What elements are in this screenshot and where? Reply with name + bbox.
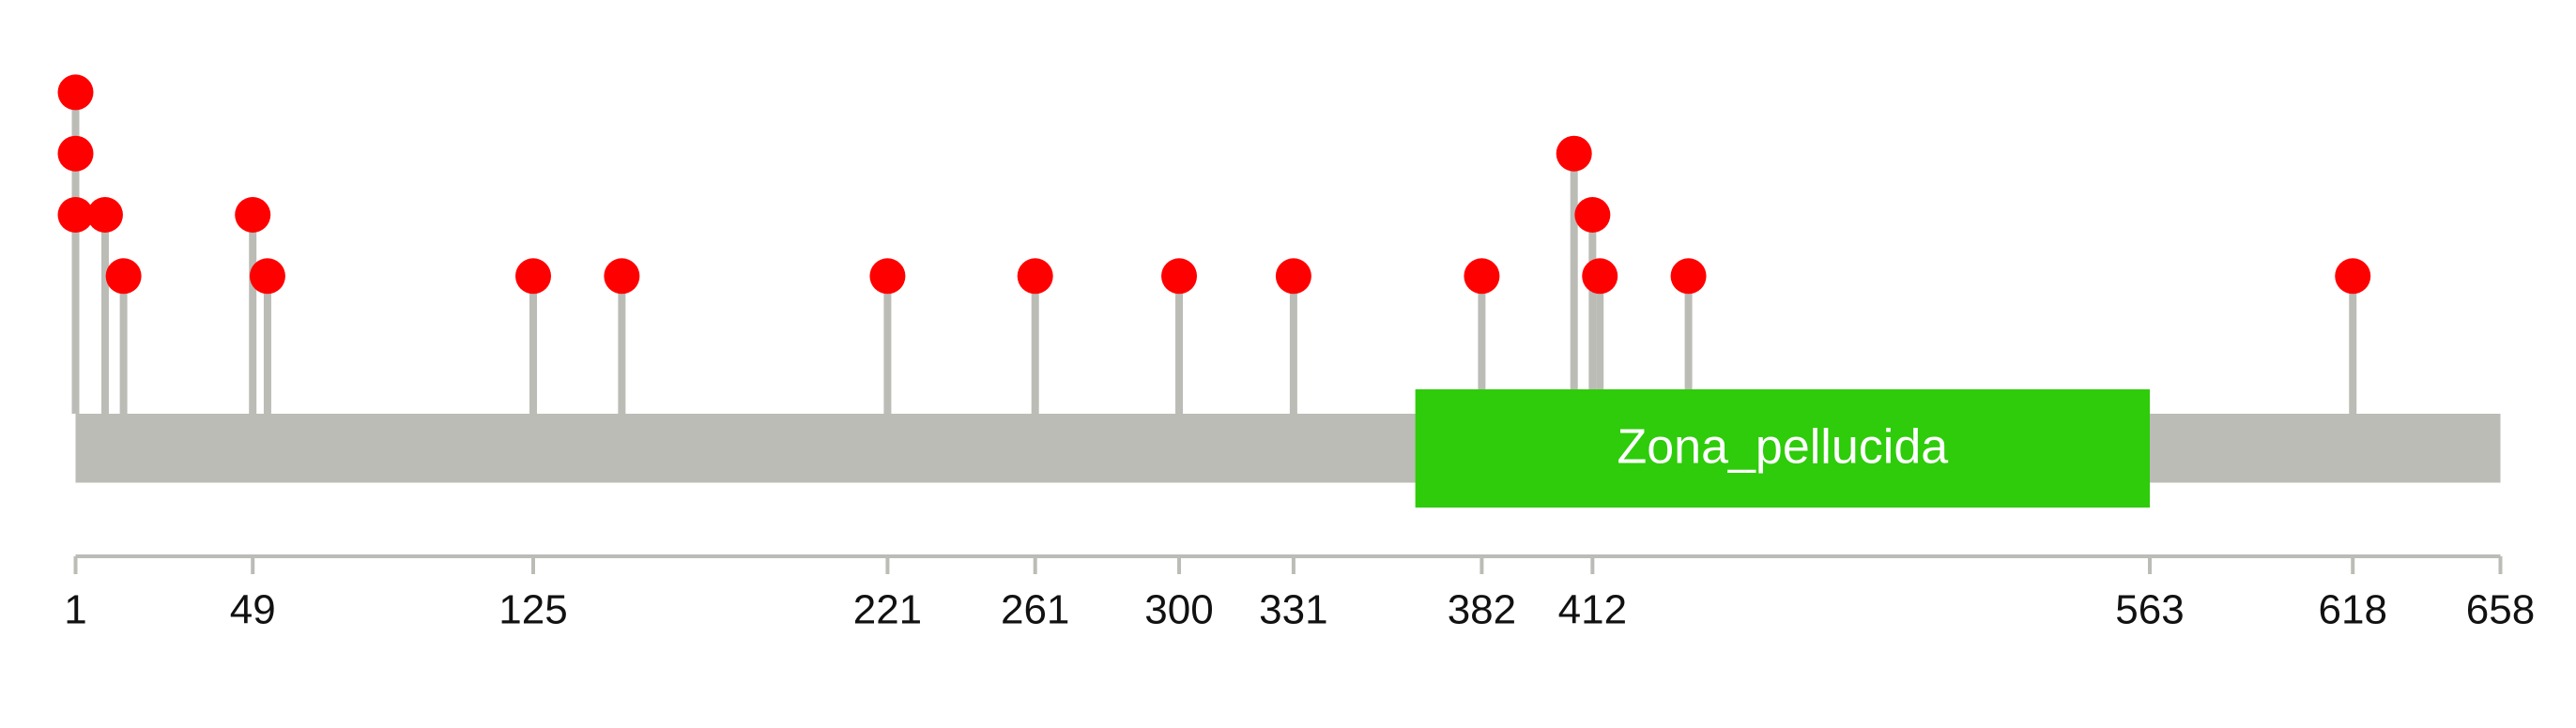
x-tick-label: 331 xyxy=(1259,587,1327,633)
mutation-dot xyxy=(1464,258,1500,295)
x-tick-label: 563 xyxy=(2115,587,2184,633)
mutation-dot xyxy=(249,258,285,295)
x-tick-label: 49 xyxy=(230,587,276,633)
mutation-dot xyxy=(1275,258,1311,295)
domain-label: Zona_pellucida xyxy=(1617,420,1948,475)
x-tick-label: 125 xyxy=(498,587,567,633)
mutation-dot xyxy=(1556,135,1592,172)
mutation-dot xyxy=(86,197,123,233)
mutation-dot xyxy=(1670,258,1707,295)
x-tick-label: 412 xyxy=(1558,587,1627,633)
mutation-dot xyxy=(1161,258,1198,295)
x-tick-label: 618 xyxy=(2319,587,2387,633)
mutation-dot xyxy=(1582,258,1618,295)
x-tick-label: 382 xyxy=(1448,587,1516,633)
mutation-dot xyxy=(235,197,271,233)
domain xyxy=(1415,389,2151,508)
mutation-dot xyxy=(1574,197,1611,233)
mutation-dot xyxy=(57,74,94,111)
mutation-dot xyxy=(604,258,640,295)
mutation-dot xyxy=(2335,258,2371,295)
mutation-dot xyxy=(869,258,906,295)
mutation-dot xyxy=(57,135,94,172)
x-tick-label: 658 xyxy=(2466,587,2535,633)
x-tick-label: 300 xyxy=(1144,587,1213,633)
mutation-dot xyxy=(515,258,552,295)
x-tick-label: 1 xyxy=(64,587,86,633)
mutation-dot xyxy=(1017,258,1053,295)
x-tick-label: 261 xyxy=(1001,587,1069,633)
mutation-dot xyxy=(57,197,94,233)
x-tick-label: 221 xyxy=(853,587,922,633)
mutation-dot xyxy=(105,258,142,295)
